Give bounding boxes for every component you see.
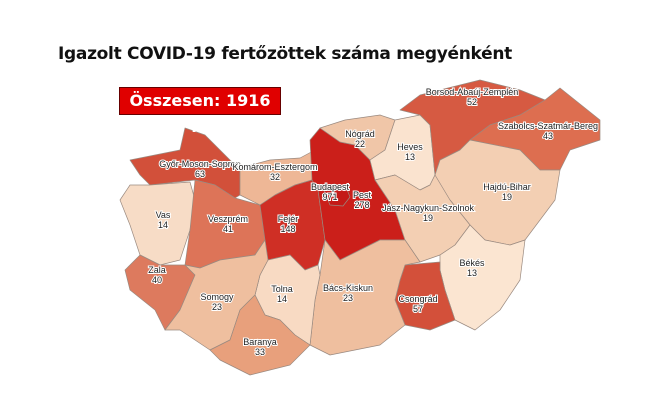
county-label-gy-r-moson-sopron: Győr-Moson-Sopron 63 — [159, 159, 241, 179]
county-name: Borsod-Abaúj-Zemplén — [426, 87, 519, 97]
county-label-baranya: Baranya 33 — [243, 337, 277, 357]
county-value: 32 — [270, 172, 280, 182]
county-budapest — [323, 183, 351, 207]
county-value: 23 — [212, 302, 222, 312]
county-name: Fejér — [278, 214, 299, 224]
county-label-b-cs-kiskun: Bács-Kiskun 23 — [323, 283, 373, 303]
county-label-vas: Vas 14 — [156, 210, 171, 230]
county-value: 43 — [543, 131, 553, 141]
county-label-pest: Pest 278 — [353, 190, 372, 210]
county-value: 40 — [152, 275, 162, 285]
county-value: 63 — [195, 169, 205, 179]
county-value: 971 — [322, 192, 337, 202]
county-vas — [119, 181, 196, 266]
county-value: 19 — [502, 192, 512, 202]
county-name: Csongrád — [398, 294, 437, 304]
county-value: 22 — [355, 139, 365, 149]
county-baranya — [209, 294, 311, 376]
county-value: 23 — [343, 293, 353, 303]
county-name: Zala — [148, 265, 166, 275]
county-label-j-sz-nagykun-szolnok: Jász-Nagykun-Szolnok 19 — [382, 203, 475, 223]
county-name: Pest — [353, 190, 372, 200]
county-value: 33 — [255, 347, 265, 357]
county-value: 13 — [405, 152, 415, 162]
county-name: Szabolcs-Szatmár-Bereg — [498, 121, 598, 131]
county-name: Baranya — [243, 337, 277, 347]
county-label-fej-r: Fejér 148 — [278, 214, 299, 234]
county-label-veszpr-m: Veszprém 41 — [208, 214, 248, 234]
county-label-b-k-s: Békés 13 — [459, 258, 485, 278]
county-name: Hajdú-Bihar — [483, 182, 531, 192]
county-label-hajd-bihar: Hajdú-Bihar 19 — [483, 182, 531, 202]
map-title: Igazolt COVID-19 fertőzöttek száma megyé… — [58, 44, 512, 64]
county-value: 52 — [467, 97, 477, 107]
county-name: Tolna — [271, 284, 293, 294]
county-label-n-gr-d: Nógrád 22 — [345, 129, 375, 149]
county-value: 278 — [354, 200, 369, 210]
county-name: Nógrád — [345, 129, 375, 139]
county-label-zala: Zala 40 — [148, 265, 166, 285]
county-label-kom-rom-esztergom: Komárom-Esztergom 32 — [232, 162, 317, 182]
county-name: Somogy — [200, 292, 234, 302]
county-label-tolna: Tolna 14 — [271, 284, 293, 304]
county-label-budapest: Budapest 971 — [311, 182, 350, 202]
county-name: Heves — [397, 142, 423, 152]
county-label-borsod-aba-j-zempl-n: Borsod-Abaúj-Zemplén 52 — [426, 87, 519, 107]
total-badge: Összesen: 1916 fő — [119, 87, 281, 136]
county-name: Veszprém — [208, 214, 248, 224]
county-value: 57 — [413, 304, 423, 314]
county-label-szabolcs-szatm-r-bereg: Szabolcs-Szatmár-Bereg 43 — [498, 121, 598, 141]
county-name: Jász-Nagykun-Szolnok — [382, 203, 475, 213]
county-value: 13 — [467, 268, 477, 278]
county-label-somogy: Somogy 23 — [200, 292, 234, 312]
county-value: 148 — [280, 224, 295, 234]
county-name: Vas — [156, 210, 171, 220]
county-value: 14 — [158, 220, 168, 230]
county-name: Győr-Moson-Sopron — [159, 159, 241, 169]
county-name: Komárom-Esztergom — [232, 162, 317, 172]
county-name: Békés — [459, 258, 485, 268]
county-value: 41 — [223, 224, 233, 234]
county-value: 14 — [277, 294, 287, 304]
county-label-heves: Heves 13 — [397, 142, 423, 162]
county-value: 19 — [423, 213, 433, 223]
county-name: Bács-Kiskun — [323, 283, 373, 293]
county-name: Budapest — [311, 182, 350, 192]
county-label-csongr-d: Csongrád 57 — [398, 294, 437, 314]
